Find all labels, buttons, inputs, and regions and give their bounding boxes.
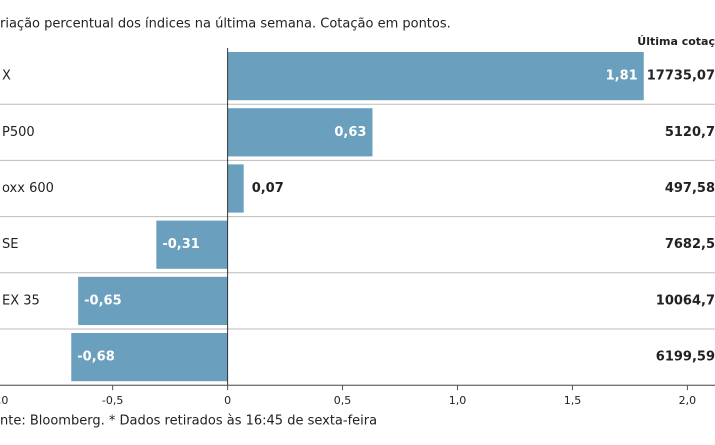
- bar: [71, 333, 228, 382]
- x-tick-label: 1,0: [449, 394, 467, 407]
- x-tick-label: -1,0: [0, 394, 8, 407]
- category-label: X: [2, 69, 11, 84]
- right-header: Última cotaç: [637, 35, 715, 48]
- value-label: 0,07: [252, 181, 284, 196]
- category-label: SE: [2, 237, 18, 252]
- category-label: EX 35: [2, 293, 40, 308]
- x-tick-label: 0,5: [334, 394, 352, 407]
- category-label: P500: [2, 125, 35, 140]
- bar: [227, 52, 644, 101]
- value-label: -0,65: [84, 293, 121, 308]
- last-quote: 10064,7: [656, 293, 715, 308]
- last-quote: 17735,07: [647, 69, 715, 84]
- bar: [78, 276, 228, 325]
- last-quote: 7682,5: [665, 237, 715, 252]
- chart-subtitle: riação percentual dos índices na última …: [0, 17, 451, 32]
- x-tick-label: 1,5: [564, 394, 582, 407]
- value-label: -0,31: [162, 237, 199, 252]
- source: nte: Bloomberg. * Dados retirados às 16:…: [0, 414, 377, 429]
- bar: [227, 108, 373, 157]
- x-tick-label: -0,5: [102, 394, 123, 407]
- category-label: oxx 600: [2, 181, 54, 196]
- last-quote: 6199,59: [656, 350, 715, 365]
- value-label: 1,81: [606, 69, 638, 84]
- x-tick-label: 0: [224, 394, 231, 407]
- bar: [227, 164, 244, 213]
- x-tick-label: 2,0: [679, 394, 697, 407]
- last-quote: 497,58: [665, 181, 715, 196]
- bar: [156, 220, 228, 269]
- value-label: 0,63: [334, 125, 366, 140]
- last-quote: 5120,7: [665, 125, 715, 140]
- value-label: -0,68: [77, 350, 114, 365]
